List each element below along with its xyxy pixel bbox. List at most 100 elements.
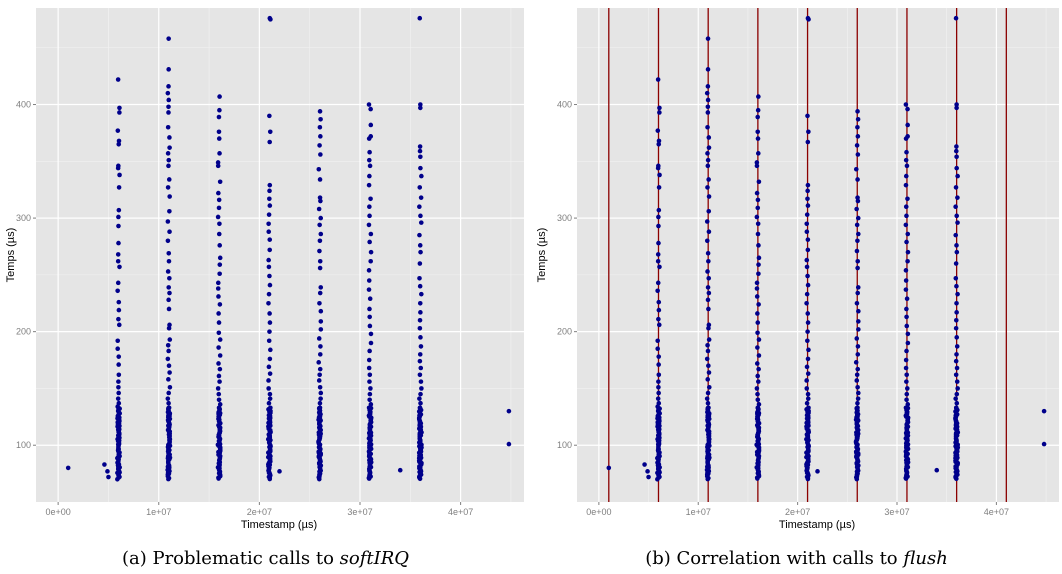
data-point — [367, 306, 372, 312]
data-point — [855, 198, 861, 204]
data-point — [954, 144, 959, 149]
data-point — [318, 390, 324, 396]
data-point — [903, 136, 909, 141]
data-point — [165, 396, 171, 401]
data-point — [805, 396, 811, 401]
data-point — [368, 386, 373, 391]
data-point — [165, 269, 171, 274]
data-point — [116, 372, 122, 378]
axes: 0e+00 1e+07 2e+07 3e+07 4e+07 100 200 300 400 — [16, 100, 473, 517]
data-point — [655, 280, 661, 286]
data-point — [117, 105, 122, 111]
data-point — [954, 165, 959, 171]
data-point — [115, 165, 121, 171]
figure-panel-b: 0e+00 1e+07 2e+07 3e+07 4e+07 100 200 300 400 Tim… — [531, 0, 1062, 574]
data-point — [116, 354, 122, 359]
data-point — [116, 223, 121, 229]
data-point — [167, 135, 172, 140]
data-point — [417, 185, 423, 190]
data-point — [954, 379, 960, 384]
data-point — [318, 198, 323, 204]
data-point — [368, 249, 374, 255]
data-point — [266, 338, 272, 344]
data-point — [805, 139, 811, 145]
data-point — [165, 219, 171, 224]
data-point — [656, 185, 662, 190]
data-point — [903, 102, 909, 107]
caption-b-prefix: (b) Correlation with calls to — [645, 548, 904, 569]
data-point — [855, 109, 860, 114]
data-point — [216, 320, 222, 325]
data-point — [657, 172, 662, 178]
data-point — [267, 371, 273, 376]
data-point — [418, 220, 424, 225]
data-point — [855, 366, 861, 372]
data-point — [705, 151, 710, 156]
data-point — [904, 397, 909, 403]
data-point — [418, 400, 423, 406]
data-point — [418, 365, 424, 371]
data-point — [506, 441, 512, 447]
axes: 0e+00 1e+07 2e+07 3e+07 4e+07 100 200 300 400 — [557, 100, 1009, 517]
data-point — [706, 370, 712, 375]
data-point — [854, 248, 860, 254]
data-point — [318, 327, 324, 332]
data-point — [954, 310, 959, 315]
data-point — [417, 148, 423, 154]
data-point — [166, 258, 172, 264]
caption-b: (b) Correlation with calls to flush — [531, 548, 1062, 569]
data-point — [755, 311, 760, 316]
data-point — [166, 104, 171, 110]
data-point — [418, 102, 423, 107]
data-point — [417, 261, 423, 266]
data-point — [417, 358, 423, 364]
data-point — [167, 145, 172, 150]
data-point — [117, 110, 122, 115]
data-point — [367, 397, 372, 403]
data-point — [755, 107, 761, 113]
data-point — [705, 250, 711, 256]
data-point — [115, 338, 121, 344]
data-point — [903, 173, 909, 179]
data-point — [102, 462, 107, 467]
data-point — [267, 237, 273, 242]
scatter-plot-flush-correlation: 0e+00 1e+07 2e+07 3e+07 4e+07 100 200 300 400 Tim… — [536, 8, 1059, 531]
data-point — [706, 322, 712, 328]
data-point — [806, 347, 811, 353]
x-tick-label: 4e+07 — [448, 507, 473, 517]
data-point — [115, 252, 121, 257]
data-point — [705, 163, 711, 169]
data-point — [216, 190, 221, 196]
data-point — [217, 366, 223, 372]
data-point — [217, 151, 222, 156]
data-point — [116, 141, 122, 147]
data-point — [705, 269, 710, 274]
data-point — [367, 296, 373, 302]
data-point — [115, 346, 120, 351]
data-point — [317, 124, 323, 130]
data-point — [905, 122, 910, 128]
data-point — [216, 373, 222, 379]
data-point — [217, 337, 223, 342]
x-axis-title: Timestamp (µs) — [241, 519, 317, 531]
data-point — [267, 282, 273, 288]
data-point — [165, 151, 171, 156]
data-point — [755, 391, 760, 397]
data-point — [166, 84, 171, 89]
data-point — [805, 356, 811, 362]
data-point — [953, 148, 959, 154]
data-point — [756, 262, 761, 267]
data-point — [318, 308, 324, 314]
data-point — [367, 163, 373, 169]
data-point — [417, 300, 423, 306]
data-point — [855, 231, 861, 237]
data-point — [756, 337, 762, 342]
data-point — [417, 317, 423, 323]
data-point — [905, 402, 911, 407]
data-point — [115, 77, 121, 82]
data-point — [268, 347, 273, 353]
data-point — [367, 391, 373, 397]
data-point — [856, 308, 861, 314]
data-point — [267, 391, 273, 397]
data-point — [704, 238, 710, 244]
